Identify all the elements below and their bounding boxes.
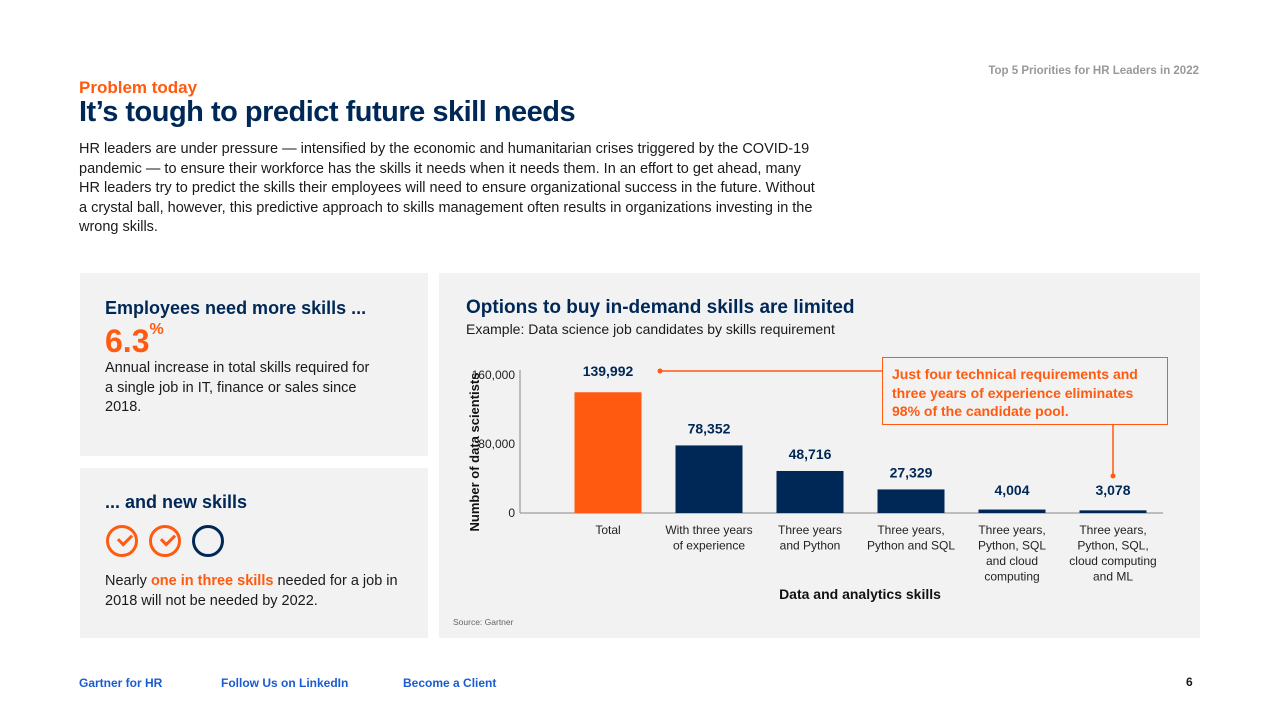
intro-text: HR leaders are under pressure — intensif… xyxy=(79,141,815,235)
x-axis-label: Data and analytics skills xyxy=(779,586,941,602)
callout-text: Just four technical requirements and thr… xyxy=(892,366,1138,419)
new-skills-description: Nearly one in three skills needed for a … xyxy=(105,573,398,609)
stat-value: 6.3% xyxy=(105,321,164,360)
x-tick-label: Three years xyxy=(778,523,842,537)
bar xyxy=(877,489,945,513)
check-circle-icon xyxy=(149,525,181,557)
x-tick-label: With three years xyxy=(665,523,752,537)
chart-subtitle: Example: Data science job candidates by … xyxy=(466,321,835,337)
callout-dot xyxy=(657,368,663,374)
highlight-text: one in three skills xyxy=(150,573,274,589)
bar-value-label: 4,004 xyxy=(994,482,1029,498)
footer-link-gartner-hr[interactable]: Gartner for HR xyxy=(79,676,163,690)
bar-value-label: 139,992 xyxy=(583,363,634,379)
x-tick-label: Total xyxy=(595,523,620,537)
x-tick-label: Python, SQL xyxy=(978,539,1046,553)
x-tick-label: Three years, xyxy=(978,523,1045,537)
chart-panel: Options to buy in-demand skills are limi… xyxy=(439,273,1200,638)
page-title: It’s tough to predict future skill needs xyxy=(79,96,576,128)
x-tick-label: of experience xyxy=(673,539,745,553)
callout-dot xyxy=(1110,473,1116,479)
new-skills-panel: ... and new skills Nearly one in three s… xyxy=(80,468,428,638)
bar-value-label: 3,078 xyxy=(1095,482,1130,498)
x-tick-label: and cloud xyxy=(986,554,1038,568)
x-tick-label: Python and SQL xyxy=(867,539,955,553)
x-tick-label: Three years, xyxy=(877,523,944,537)
footer-link-linkedin[interactable]: Follow Us on LinkedIn xyxy=(221,676,349,690)
panel-heading: ... and new skills xyxy=(105,492,248,512)
stat-number: 6.3 xyxy=(105,323,150,359)
callout-box: Just four technical requirements and thr… xyxy=(882,357,1168,425)
empty-circle-icon xyxy=(192,525,224,557)
bar xyxy=(574,392,642,513)
y-tick-label: 0 xyxy=(508,506,515,520)
bar xyxy=(1079,510,1147,513)
page-number: 6 xyxy=(1186,675,1193,689)
bar-value-label: 78,352 xyxy=(688,420,731,436)
bar xyxy=(978,509,1046,513)
x-tick-label: and Python xyxy=(780,539,841,553)
y-axis-label: Number of data scientists xyxy=(467,373,482,532)
panel-heading: Employees need more skills ... xyxy=(105,298,367,318)
source-note: Source: Gartner xyxy=(453,617,514,627)
document-label: Top 5 Priorities for HR Leaders in 2022 xyxy=(988,65,1199,77)
bar-value-label: 48,716 xyxy=(789,446,832,462)
skills-icons xyxy=(106,525,235,562)
x-tick-label: computing xyxy=(984,570,1039,584)
x-tick-label: cloud computing xyxy=(1069,554,1156,568)
footer-link-become-client[interactable]: Become a Client xyxy=(403,676,497,690)
y-tick-label: 160,000 xyxy=(472,368,516,382)
stat-unit: % xyxy=(149,321,164,338)
kicker: Problem today xyxy=(79,78,198,97)
more-skills-panel: Employees need more skills ... 6.3% Annu… xyxy=(80,273,428,456)
y-tick-label: 80,000 xyxy=(478,437,515,451)
check-circle-icon xyxy=(106,525,138,557)
bar-value-label: 27,329 xyxy=(890,464,933,480)
bar xyxy=(675,445,743,513)
chart-title: Options to buy in-demand skills are limi… xyxy=(466,297,855,318)
x-tick-label: and ML xyxy=(1093,570,1133,584)
x-tick-label: Three years, xyxy=(1079,523,1146,537)
stat-description: Annual increase in total skills required… xyxy=(105,360,370,415)
x-tick-label: Python, SQL, xyxy=(1077,539,1148,553)
bar xyxy=(776,470,844,513)
